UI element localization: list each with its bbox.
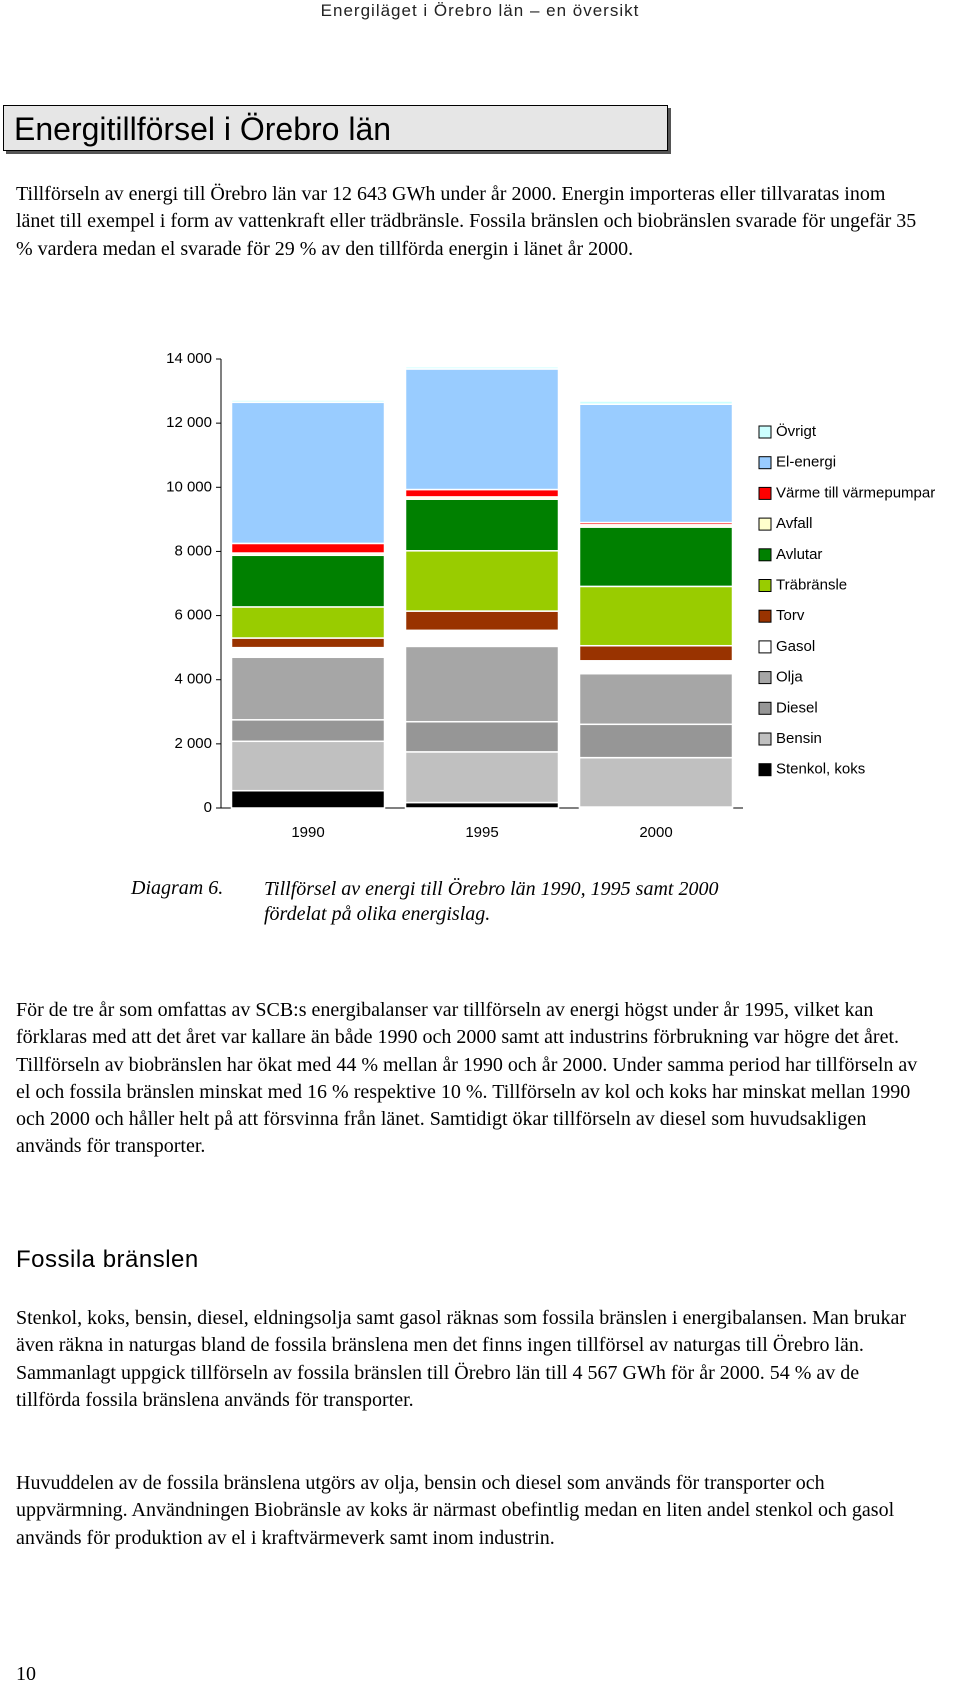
y-tick-label: 6 000	[174, 607, 212, 624]
bar-segment	[230, 719, 386, 743]
legend-swatch	[758, 732, 772, 746]
bar-segment	[404, 368, 560, 491]
bar-segment	[578, 660, 734, 675]
bar-segment	[578, 672, 734, 726]
bar-segment	[404, 751, 560, 804]
legend-label: Avlutar	[776, 546, 822, 563]
bar-segment	[230, 656, 386, 721]
page-number: 10	[16, 1663, 36, 1685]
legend-swatch	[758, 548, 772, 562]
legend-swatch	[758, 456, 772, 470]
chart: 0 2 000 4 000 6 000 8 000 10 000 12 000 14 000 1…	[166, 350, 935, 841]
legend-label: Gasol	[776, 638, 815, 655]
bar-segment	[578, 756, 734, 808]
bar-segment	[578, 400, 734, 405]
legend-swatch	[758, 486, 772, 500]
paragraph: För de tre år som omfattas av SCB:s ener…	[16, 999, 918, 1158]
legend-swatch	[758, 763, 772, 777]
x-tick-label: 1990	[291, 824, 324, 841]
legend-label: El-energi	[776, 454, 836, 471]
bar-segment	[578, 403, 734, 524]
bar-segment	[404, 610, 560, 632]
paragraph: Stenkol, koks, bensin, diesel, eldningso…	[16, 1307, 907, 1411]
bar-segment	[404, 550, 560, 612]
section-title: Energitillförsel i Örebro län	[3, 105, 668, 151]
bar-segment	[230, 646, 386, 659]
bar-segment	[404, 801, 560, 809]
legend-label: Torv	[776, 607, 805, 624]
bar-segment	[230, 740, 386, 792]
bar-segment	[230, 606, 386, 639]
bar-segment	[230, 401, 386, 545]
bar-segment	[230, 554, 386, 608]
y-tick-label: 0	[204, 799, 212, 816]
legend-swatch	[758, 609, 772, 623]
y-tick-label: 8 000	[174, 542, 212, 559]
caption-text: Tillförsel av energi till Örebro län 199…	[264, 878, 719, 925]
legend-swatch	[758, 671, 772, 685]
y-tick-label: 14 000	[166, 350, 212, 367]
y-tick-label: 10 000	[166, 478, 212, 495]
paragraph: Tillförseln av energi till Örebro län va…	[16, 183, 917, 260]
bar-segment	[404, 720, 560, 753]
y-tick-label: 4 000	[174, 671, 212, 688]
legend-label: Avfall	[776, 515, 812, 532]
legend-swatch	[758, 517, 772, 531]
legend-label: Övrigt	[776, 422, 817, 440]
subsection-title: Fossila bränslen	[16, 1246, 199, 1273]
bar-segment	[230, 637, 386, 649]
legend-label: Stenkol, koks	[776, 761, 865, 778]
y-tick-label: 2 000	[174, 735, 212, 752]
legend-swatch	[758, 701, 772, 715]
x-tick-label: 1995	[465, 824, 498, 841]
bar-segment	[230, 399, 386, 404]
bar-segment	[578, 526, 734, 588]
legend-swatch	[758, 579, 772, 592]
bar-segment	[404, 498, 560, 552]
bar-segment	[578, 585, 734, 647]
x-tick-label: 2000	[639, 824, 672, 841]
legend-label: Diesel	[776, 699, 818, 716]
legend-swatch	[758, 640, 772, 654]
legend-label: Olja	[776, 669, 803, 686]
legend-swatch	[758, 425, 772, 439]
bar-segment	[404, 645, 560, 723]
legend-label: Bensin	[776, 730, 822, 747]
caption-label: Diagram 6.	[131, 877, 224, 899]
bar-segment	[230, 789, 386, 809]
legend-label: Träbränsle	[776, 576, 847, 593]
bar-segment	[404, 365, 560, 370]
bar-segment	[404, 488, 560, 498]
paragraph: Huvuddelen av de fossila bränslena utgör…	[16, 1472, 895, 1549]
legend-label: Värme till värmepumpar	[776, 484, 935, 501]
bar-segment	[578, 644, 734, 662]
running-header: Energiläget i Örebro län – en översikt	[320, 1, 640, 20]
bar-segment	[404, 629, 560, 648]
y-tick-label: 12 000	[166, 414, 212, 431]
bar-segment	[578, 723, 734, 759]
bar-segment	[230, 542, 386, 554]
